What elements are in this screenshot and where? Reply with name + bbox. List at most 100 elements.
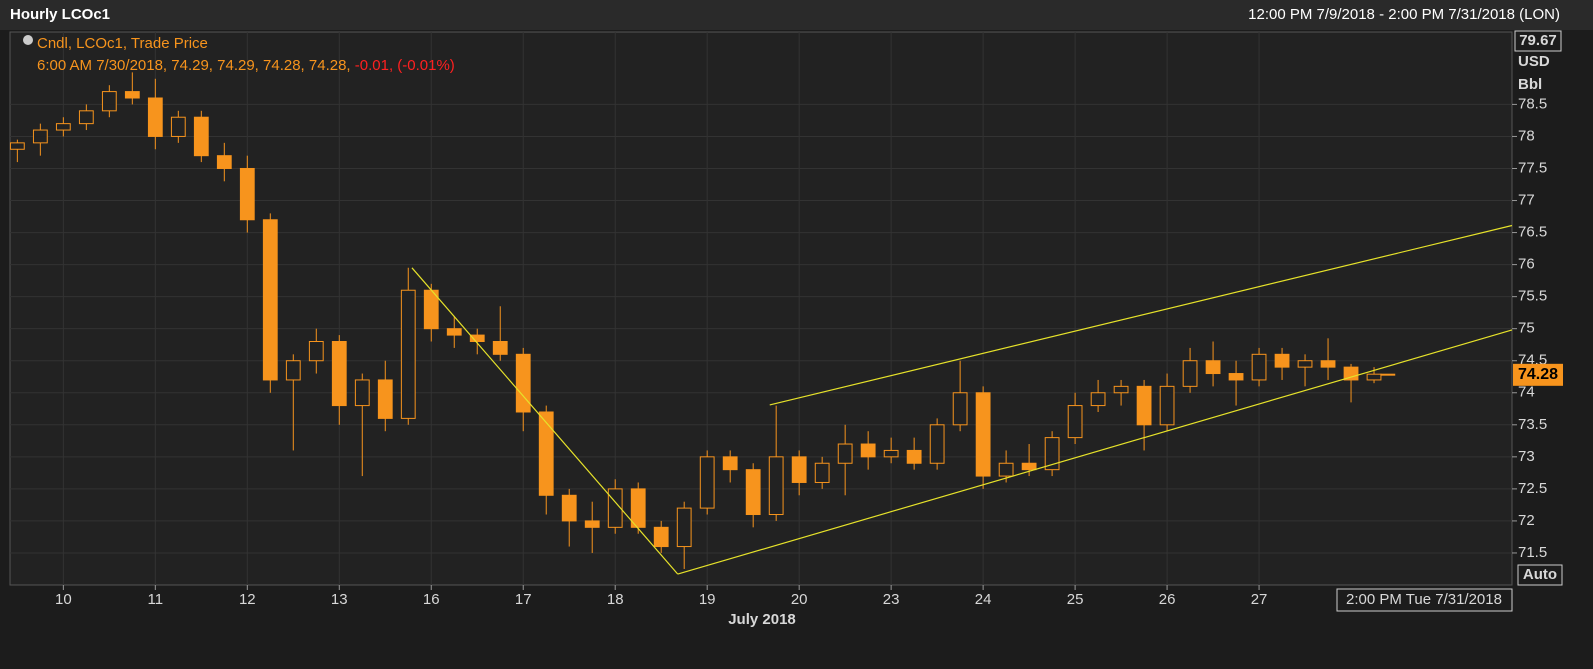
candle-body <box>331 341 347 407</box>
y-tick-label: 73 <box>1518 448 1535 465</box>
y-tick-label: 72.5 <box>1518 480 1547 497</box>
candle-body <box>400 289 416 419</box>
candle-body <box>653 526 669 548</box>
top-value: 79.67 <box>1519 32 1557 49</box>
cursor-box <box>1336 588 1513 612</box>
y-tick-label: 77 <box>1518 191 1535 208</box>
candle-body <box>1366 373 1382 381</box>
x-tick-label: 23 <box>883 591 900 608</box>
candle-body <box>1136 385 1152 426</box>
candle-body <box>1343 366 1359 381</box>
candle-body <box>239 167 255 221</box>
candle-body <box>9 142 25 150</box>
x-tick-label: 26 <box>1159 591 1176 608</box>
candle-body <box>699 456 715 509</box>
legend: Cndl, LCOc1, Trade Price <box>37 35 208 52</box>
candle-body <box>1113 385 1129 394</box>
y-tick-label: 74 <box>1518 384 1535 401</box>
candle-body <box>676 507 692 548</box>
x-tick-label: 10 <box>55 591 72 608</box>
candle-body <box>814 462 830 483</box>
candle-body <box>262 219 278 381</box>
candle-body <box>32 129 48 144</box>
candle-body <box>124 91 140 99</box>
x-axis-label: July 2018 <box>728 611 796 628</box>
candle-body <box>1205 360 1221 375</box>
candle-body <box>1228 373 1244 381</box>
candle-body <box>722 456 738 471</box>
scale-mode[interactable]: Auto <box>1523 566 1557 583</box>
candle-body <box>193 116 209 157</box>
candle-body <box>1274 353 1290 368</box>
candle-body <box>1044 437 1060 471</box>
x-tick-label: 17 <box>515 591 532 608</box>
header-bar <box>0 0 1593 30</box>
candle-body <box>745 469 761 516</box>
candle-body <box>630 488 646 528</box>
candle-body <box>1320 360 1336 368</box>
legend-icon[interactable] <box>23 35 33 45</box>
x-tick-label: 12 <box>239 591 256 608</box>
candle-body <box>377 379 393 419</box>
candle-body <box>78 110 94 125</box>
candle-body <box>216 155 232 169</box>
candle-body <box>1159 385 1175 426</box>
y-tick-label: 76 <box>1518 256 1535 273</box>
x-tick-label: 19 <box>699 591 716 608</box>
info-values: 6:00 AM 7/30/2018, 74.29, 74.29, 74.28, … <box>37 57 355 74</box>
plot-area <box>9 31 1513 586</box>
candle-body <box>1067 405 1083 439</box>
candle-body <box>837 443 853 464</box>
candle-body <box>860 443 876 458</box>
y-tick-label: 78 <box>1518 127 1535 144</box>
last-price-label: 74.28 <box>1518 366 1558 383</box>
x-tick-label: 11 <box>148 591 164 608</box>
y-unit: USD <box>1518 53 1550 70</box>
y-tick-label: 77.5 <box>1518 159 1547 176</box>
candle-body <box>492 341 508 355</box>
trendline <box>677 329 1513 575</box>
candle-body <box>906 449 922 464</box>
x-tick-label: 24 <box>975 591 992 608</box>
candle-body <box>285 360 301 381</box>
candle-body <box>147 97 163 137</box>
x-tick-label: 16 <box>423 591 440 608</box>
x-tick-label: 27 <box>1251 591 1268 608</box>
x-tick-label: 20 <box>791 591 808 608</box>
candle-body <box>768 456 784 516</box>
x-tick-label: 13 <box>331 591 348 608</box>
trendline <box>769 224 1513 406</box>
candle-body <box>1380 373 1396 376</box>
y-unit: Bbl <box>1518 76 1542 93</box>
last-price-box <box>1513 363 1563 386</box>
candle-body <box>883 449 899 458</box>
chart-subtitle: 12:00 PM 7/9/2018 - 2:00 PM 7/31/2018 (L… <box>1248 6 1560 23</box>
candle-body <box>469 334 485 343</box>
candle-body <box>170 116 186 137</box>
chart-title: Hourly LCOc1 <box>10 6 110 23</box>
y-tick-label: 72 <box>1518 512 1535 529</box>
candle-body <box>975 392 991 477</box>
y-tick-label: 75.5 <box>1518 288 1547 305</box>
y-tick-label: 71.5 <box>1518 544 1547 561</box>
change-label: -0.01, (-0.01%) <box>355 57 455 74</box>
top-value-box <box>1514 30 1562 52</box>
info-label: 6:00 AM 7/30/2018, 74.29, 74.29, 74.28, … <box>37 57 455 74</box>
scale-mode-box[interactable] <box>1517 564 1563 586</box>
y-tick-label: 75 <box>1518 320 1535 337</box>
candle-body <box>101 91 117 112</box>
x-tick-label: 25 <box>1067 591 1084 608</box>
y-tick-label: 73.5 <box>1518 416 1547 433</box>
cursor-label: 2:00 PM Tue 7/31/2018 <box>1346 591 1502 608</box>
candle-body <box>1182 360 1198 387</box>
candle-body <box>561 494 577 522</box>
candle-body <box>55 123 71 131</box>
candle-body <box>998 462 1014 477</box>
candle-body <box>584 520 600 528</box>
y-tick-label: 78.5 <box>1518 95 1547 112</box>
candle-body <box>1021 462 1037 471</box>
candle-body <box>308 341 324 362</box>
candle-body <box>1090 392 1106 407</box>
candle-body <box>1297 360 1313 368</box>
